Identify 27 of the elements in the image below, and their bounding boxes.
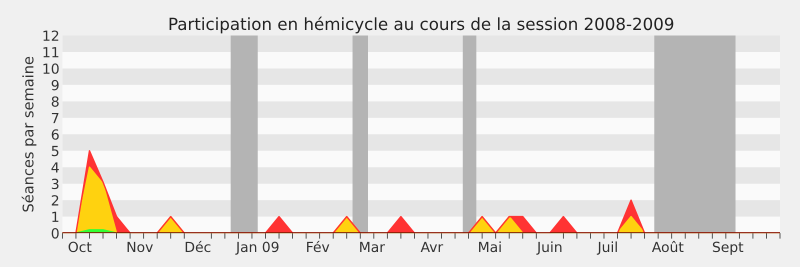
x-tick-label: Août bbox=[652, 240, 684, 252]
x-tick-label: Juil bbox=[596, 241, 617, 255]
chart-title: Participation en hémicycle au cours de la session 2008-2009 bbox=[170, 16, 674, 34]
y-tick-label: 8 bbox=[52, 96, 59, 107]
y-tick-label: 5 bbox=[52, 146, 58, 156]
x-tick-label: Jan 09 bbox=[235, 242, 279, 255]
x-tick-label: Nov bbox=[128, 242, 153, 252]
y-tick-label: 10 bbox=[43, 63, 59, 74]
x-tick-label: Fév bbox=[307, 240, 330, 252]
y-tick-label: 4 bbox=[51, 162, 59, 173]
x-tick-label: Juin bbox=[536, 241, 562, 255]
y-tick-label: 2 bbox=[52, 195, 58, 206]
y-tick-label: 3 bbox=[52, 178, 59, 190]
y-tick-label: 6 bbox=[52, 129, 59, 140]
y-tick-label: 9 bbox=[52, 80, 59, 90]
x-tick-label: Sept bbox=[712, 242, 744, 255]
y-tick-label: 11 bbox=[43, 47, 58, 58]
x-tick-label: Avr bbox=[420, 242, 444, 252]
y-tick-label: 0 bbox=[52, 228, 59, 239]
x-tick-label: Mar bbox=[360, 242, 385, 252]
y-tick-label: 12 bbox=[43, 30, 58, 41]
x-tick-label: Déc bbox=[186, 240, 210, 252]
x-tick-label: Mai bbox=[479, 241, 501, 252]
y-axis-title: Séances par semaine bbox=[22, 56, 36, 212]
y-tick-label: 1 bbox=[52, 212, 58, 222]
x-tick-label: Oct bbox=[68, 242, 92, 252]
y-tick-label: 7 bbox=[52, 112, 58, 124]
